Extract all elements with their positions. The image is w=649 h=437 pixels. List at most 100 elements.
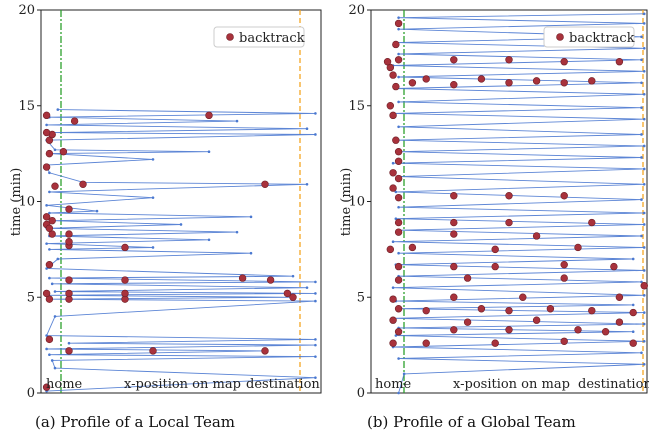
trajectory-point-a-24 bbox=[45, 267, 48, 270]
trajectory-point-b-22 bbox=[631, 257, 635, 261]
backtrack-point-b-5 bbox=[394, 328, 403, 336]
backtrack-point-b-21 bbox=[389, 295, 397, 303]
trajectory-point-a-13 bbox=[314, 299, 317, 303]
trajectory-point-a-54 bbox=[45, 123, 48, 127]
backtrack-point-a-3 bbox=[261, 347, 269, 355]
trajectory-point-b-6 bbox=[642, 339, 646, 343]
trajectory-point-b-61 bbox=[397, 16, 400, 19]
legend-b: backtrack bbox=[543, 26, 635, 48]
backtrack-point-b-58 bbox=[408, 79, 417, 87]
backtrack-point-a-33 bbox=[45, 149, 54, 158]
backtrack-point-b-38 bbox=[394, 228, 403, 236]
backtrack-point-b-59 bbox=[450, 80, 458, 89]
backtrack-point-b-50 bbox=[394, 174, 403, 183]
backtrack-point-a-32 bbox=[59, 148, 68, 156]
trajectory-point-b-3 bbox=[397, 357, 400, 360]
y-tick-label-a-5: 5 bbox=[27, 290, 35, 305]
y-axis-label-b: time (min) bbox=[339, 168, 354, 237]
backtrack-point-a-8 bbox=[289, 293, 297, 301]
backtrack-point-a-25 bbox=[48, 216, 56, 225]
trajectory-point-b-50 bbox=[640, 81, 643, 85]
backtrack-point-b-74 bbox=[392, 40, 400, 49]
backtrack-point-b-9 bbox=[601, 328, 610, 336]
backtrack-point-b-18 bbox=[546, 305, 555, 313]
trajectory-point-b-48 bbox=[642, 92, 646, 96]
trajectory-point-b-30 bbox=[642, 211, 646, 215]
trajectory-point-b-4 bbox=[640, 351, 643, 355]
trajectory-point-a-44 bbox=[48, 171, 51, 175]
backtrack-point-b-27 bbox=[560, 274, 568, 282]
backtrack-point-a-4 bbox=[45, 335, 54, 344]
backtrack-point-a-20 bbox=[65, 238, 73, 246]
trajectory-point-b-56 bbox=[642, 47, 646, 50]
y-tick-label-a-15: 15 bbox=[18, 99, 35, 114]
backtrack-point-a-0 bbox=[42, 383, 51, 391]
backtrack-point-a-1 bbox=[65, 347, 73, 355]
backtrack-point-a-17 bbox=[45, 260, 54, 269]
backtrack-point-b-13 bbox=[615, 318, 624, 326]
backtrack-point-b-52 bbox=[394, 157, 403, 165]
backtrack-point-b-39 bbox=[450, 230, 458, 238]
backtrack-point-a-37 bbox=[70, 117, 79, 125]
backtrack-point-b-63 bbox=[422, 75, 430, 83]
backtrack-point-b-49 bbox=[389, 184, 397, 192]
backtrack-point-b-33 bbox=[610, 262, 618, 271]
backtrack-point-b-53 bbox=[394, 148, 403, 156]
legend-box-b bbox=[543, 26, 635, 48]
backtrack-point-a-28 bbox=[51, 182, 59, 190]
backtrack-point-a-39 bbox=[205, 111, 213, 120]
trajectory-point-a-19 bbox=[305, 286, 309, 289]
caption-a: (a) Profile of a Local Team bbox=[35, 413, 235, 431]
trajectory-point-b-20 bbox=[642, 269, 646, 272]
trajectory-point-a-4 bbox=[314, 355, 317, 358]
backtrack-point-b-15 bbox=[422, 306, 430, 315]
backtrack-point-b-71 bbox=[560, 58, 568, 66]
backtrack-point-b-46 bbox=[450, 192, 458, 200]
trajectory-point-b-1 bbox=[402, 372, 406, 376]
trajectory-point-b-8 bbox=[631, 330, 635, 334]
trajectory-point-a-12 bbox=[53, 315, 57, 318]
backtrack-point-b-57 bbox=[392, 82, 400, 91]
trajectory-point-b-59 bbox=[397, 27, 400, 31]
trajectory-point-b-38 bbox=[640, 156, 643, 159]
backtrack-point-b-32 bbox=[560, 260, 568, 269]
trajectory-point-a-32 bbox=[235, 230, 239, 234]
x-axis-label-b: x-position on map bbox=[453, 377, 570, 392]
trajectory-point-b-26 bbox=[640, 234, 643, 238]
trajectory-point-b-29 bbox=[394, 217, 398, 221]
backtrack-point-a-22 bbox=[65, 230, 73, 238]
trajectory-point-a-38 bbox=[95, 209, 99, 213]
trajectory-point-a-21 bbox=[314, 280, 317, 284]
y-tick-label-a-10: 10 bbox=[18, 195, 35, 210]
trajectory-point-a-46 bbox=[151, 158, 155, 161]
backtrack-point-b-65 bbox=[532, 77, 541, 85]
backtrack-point-b-11 bbox=[463, 318, 472, 326]
backtrack-point-b-47 bbox=[505, 192, 513, 200]
backtrack-point-b-55 bbox=[389, 111, 397, 120]
legend-marker-b bbox=[556, 33, 564, 41]
trajectory-point-a-11 bbox=[45, 334, 48, 337]
backtrack-point-b-7 bbox=[505, 326, 513, 334]
panel-a: 0 5 10 15 20 time (min) home x-position on m… bbox=[9, 3, 322, 431]
backtrack-point-b-36 bbox=[491, 245, 499, 254]
backtrack-point-b-70 bbox=[505, 56, 513, 64]
trajectory-point-a-29 bbox=[45, 242, 48, 245]
legend-label-b: backtrack bbox=[569, 31, 635, 46]
backtrack-point-a-27 bbox=[65, 205, 73, 213]
backtrack-point-b-6 bbox=[450, 326, 458, 334]
backtrack-point-b-73 bbox=[383, 58, 392, 66]
y-tick-label-b-10: 10 bbox=[348, 195, 365, 210]
backtrack-point-b-68 bbox=[394, 56, 403, 64]
trajectory-point-a-20 bbox=[50, 282, 54, 286]
backtrack-point-b-69 bbox=[450, 56, 458, 64]
backtrack-point-b-8 bbox=[574, 326, 582, 334]
trajectory-point-b-18 bbox=[640, 280, 643, 284]
backtrack-point-b-66 bbox=[588, 77, 596, 85]
backtrack-series-b bbox=[383, 19, 648, 347]
trajectory-point-b-60 bbox=[642, 22, 646, 25]
trajectory-point-a-22 bbox=[48, 276, 51, 280]
backtrack-point-b-56 bbox=[386, 102, 395, 110]
backtrack-point-b-60 bbox=[505, 79, 513, 87]
trajectory-point-a-10 bbox=[314, 338, 317, 341]
